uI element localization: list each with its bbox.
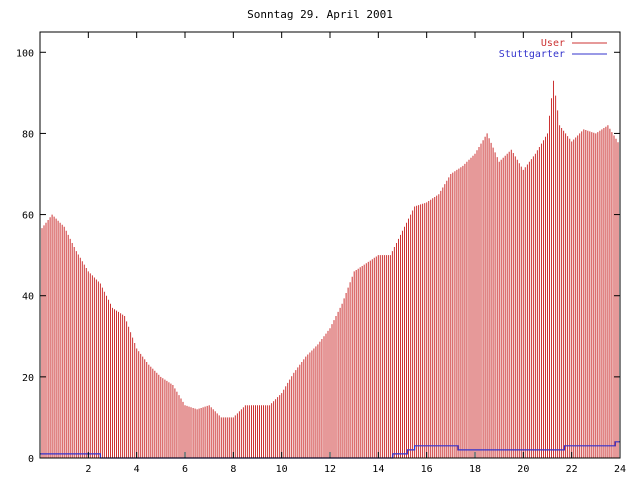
y-tick-label: 40 <box>22 292 34 303</box>
legend: User Stuttgarter <box>499 38 607 60</box>
x-tick-label: 8 <box>230 464 236 475</box>
chart-title: Sonntag 29. April 2001 <box>247 8 393 21</box>
y-tick-label: 100 <box>16 48 34 59</box>
x-tick-label: 24 <box>614 464 626 475</box>
y-tick-label: 80 <box>22 129 34 140</box>
x-tick-label: 4 <box>134 464 140 475</box>
x-tick-label: 2 <box>85 464 91 475</box>
legend-label-user: User <box>541 38 565 49</box>
x-tick-label: 20 <box>517 464 529 475</box>
legend-label-stuttgarter: Stuttgarter <box>499 49 565 60</box>
x-tick-label: 16 <box>421 464 433 475</box>
user-series-bars <box>39 80 621 458</box>
x-tick-label: 6 <box>182 464 188 475</box>
x-tick-label: 14 <box>372 464 384 475</box>
x-tick-label: 22 <box>566 464 578 475</box>
y-tick-label: 0 <box>28 454 34 465</box>
x-tick-label: 18 <box>469 464 481 475</box>
y-tick-label: 20 <box>22 373 34 384</box>
x-tick-label: 12 <box>324 464 336 475</box>
x-tick-label: 10 <box>276 464 288 475</box>
y-tick-label: 60 <box>22 211 34 222</box>
